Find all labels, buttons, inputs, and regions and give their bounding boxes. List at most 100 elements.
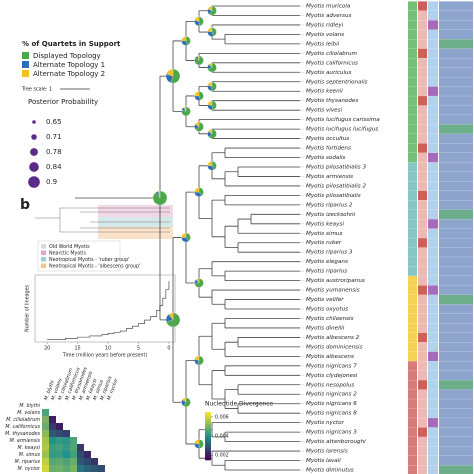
trait-cell [408,39,417,49]
colorbar-step [205,421,211,425]
branch [237,337,300,348]
trait-cell [428,436,438,447]
tip-label: Myotis oxyotus [306,307,348,313]
tip-label: Myotis lucifugus carissima [306,117,380,123]
trait-cell [428,124,438,134]
trait-cell [408,332,417,343]
posterior-label: 0.9 [46,178,57,186]
pie-slice [208,129,217,139]
tip-label: Myotis attenboroughi [306,439,366,445]
heat-cell [63,444,70,451]
heat-cell [49,437,56,444]
trait-cell [439,342,473,352]
tip-label: Myotis simus [306,231,342,237]
branch [224,147,300,158]
trait-cell [439,389,473,399]
trait-cell [418,181,427,191]
heat-cell [49,465,56,472]
branch [237,166,300,177]
trait-cell [418,313,427,324]
trait-cell [439,181,473,191]
tip-label: Myotis adversus [306,13,351,19]
branch [224,34,300,45]
pie-slice [183,397,191,407]
trait-cell [408,436,417,447]
posterior-dot [28,176,40,188]
group-swatch [41,244,46,249]
heat-cell [91,465,98,472]
trait-cell [439,332,473,343]
trait-cell [439,323,473,333]
trait-cell [408,342,417,352]
trait-cell [439,304,473,314]
branch [237,384,300,395]
colorbar-label: 0.002 [215,453,229,459]
tip-label: Myotis muricola [306,4,351,10]
tip-label: Myotis sodalis [306,155,345,161]
trait-cell [418,465,427,474]
trait-cell [418,257,427,267]
tip-label: Myotis dominicensis [306,344,363,350]
heat-cell [84,458,91,465]
trait-cell [428,181,438,191]
trait-cell [408,10,417,21]
colorbar-step [205,426,211,430]
row-label: M. californicus [5,424,40,430]
tip-label: Myotis riparius 3 [306,250,353,256]
x-tick-label: 0 [167,346,170,352]
trait-cell [408,67,417,77]
tree-scale: Tree scale: 1 [21,87,52,93]
tip-label: Myotis pilosatibialis [306,193,361,199]
trait-cell [439,58,473,68]
colorbar-label: 0.006 [215,414,229,420]
ltt-line [47,281,170,340]
heat-cell [42,430,49,437]
colorbar-step [205,414,211,418]
pie-slice [168,312,174,321]
trait-cell [408,389,417,399]
trait-cell [418,200,427,210]
trait-cell [418,10,427,21]
trait-cell [439,276,473,286]
trait-cell [439,370,473,381]
trait-cell [418,171,427,182]
trait-cell [439,200,473,210]
pie-slice [197,55,200,61]
colorbar-step [205,424,211,427]
trait-cell [428,389,438,399]
tip-label: Myotis ruber [306,240,342,246]
tip-label: Myotis yumanensis [306,288,360,294]
trait-cell [439,257,473,267]
colorbar-step [205,445,211,449]
pie-slice [182,397,187,403]
trait-cell [428,266,438,276]
trait-cell [428,238,438,248]
tip-label: Myotis septentrionalis [306,79,368,85]
pie-slice [207,27,213,33]
branch [237,242,300,253]
colorbar-step [205,419,211,422]
heat-cell [56,458,63,465]
trait-cell [418,294,427,305]
tip-label: Myotis nigricans 8 [306,411,357,417]
tip-label: Myotis ciliolabrum [306,51,358,57]
heat-cell [63,430,70,437]
trait-cell [439,133,473,144]
trait-cell [408,124,417,134]
trait-cell [428,96,438,106]
tip-label: Myotis elegans [306,259,348,265]
trait-cell [428,10,438,21]
trait-cell [428,351,438,362]
tip-label: Myotis armiensis [306,174,353,180]
trait-cell [418,285,427,295]
group-swatch [41,257,46,262]
heat-cell [63,451,70,458]
trait-cell [408,427,417,437]
trait-cell [418,238,427,248]
branch [237,218,300,234]
posterior-title: Posterior Probability [28,98,98,106]
trait-cell [439,77,473,87]
heat-cell [42,416,49,423]
tip-label: Myotis ridleyi [306,22,344,28]
